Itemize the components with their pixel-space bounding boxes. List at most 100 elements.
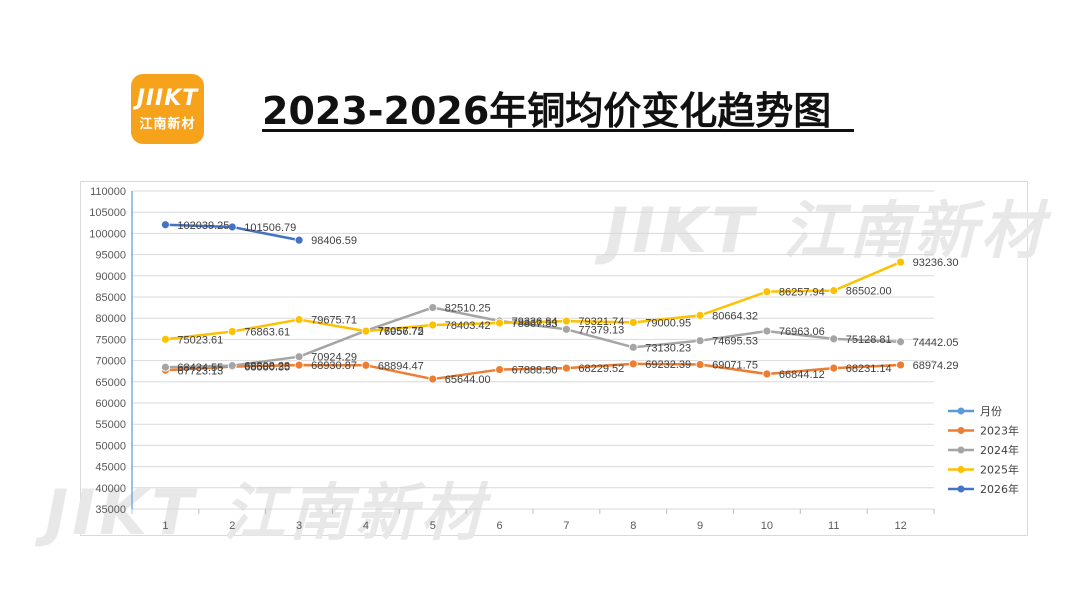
data-label: 78867.33 (512, 318, 558, 330)
data-point (762, 369, 772, 379)
data-label: 79675.71 (311, 315, 357, 327)
y-tick-label: 95000 (95, 250, 126, 262)
y-tick-label: 50000 (95, 440, 126, 452)
legend-marker (957, 466, 965, 473)
x-tick-label: 1 (162, 520, 168, 532)
legend-marker (957, 446, 965, 454)
legend-entry: 2026年 (980, 482, 1019, 496)
y-tick-label: 40000 (95, 483, 126, 495)
data-point (361, 326, 371, 336)
data-label: 98406.59 (311, 235, 357, 247)
grid-layer (132, 190, 934, 510)
data-point (829, 334, 839, 344)
data-point (227, 361, 237, 371)
data-label: 82510.25 (445, 303, 491, 315)
data-label: 67888.50 (512, 365, 558, 377)
data-label: 93236.30 (913, 257, 959, 269)
data-label: 68434.55 (177, 362, 223, 374)
data-point (227, 327, 237, 336)
data-label: 77379.13 (578, 324, 624, 336)
data-point (628, 318, 638, 327)
axis-layer: 35000 40000 45000 50000 55000 60000 65000 70000… (89, 186, 935, 532)
data-label: 79000.95 (645, 317, 691, 329)
data-label: 66844.12 (779, 369, 825, 381)
logo-mark: JIIKT (136, 86, 199, 111)
data-label: 68974.29 (913, 360, 959, 372)
y-tick-label: 75000 (95, 334, 126, 346)
data-point (896, 257, 905, 267)
data-label: 70924.29 (311, 352, 357, 364)
data-label: 80664.32 (712, 310, 758, 322)
data-point (762, 287, 772, 297)
data-point (428, 303, 438, 312)
data-label: 74442.05 (913, 337, 959, 349)
legend-marker (957, 407, 965, 415)
data-label: 77057.75 (378, 326, 424, 338)
x-tick-label: 8 (630, 520, 636, 532)
brand-logo: JIIKT 江南新材 (131, 74, 204, 144)
data-point (161, 220, 170, 230)
series-line (165, 362, 901, 381)
x-tick-label: 2 (229, 520, 235, 532)
data-label: 69232.39 (645, 359, 691, 371)
x-tick-label: 7 (563, 520, 569, 532)
y-tick-label: 110000 (90, 186, 126, 198)
data-point (294, 235, 304, 245)
y-tick-label: 105000 (89, 207, 126, 219)
data-point (829, 363, 839, 373)
x-tick-label: 4 (363, 520, 369, 532)
y-tick-label: 55000 (95, 419, 126, 431)
data-point (695, 360, 705, 369)
data-label: 74695.53 (712, 336, 758, 348)
data-label: 65644.00 (445, 374, 491, 386)
logo-text: 江南新材 (139, 117, 196, 132)
data-point (428, 320, 438, 330)
data-label: 68229.52 (578, 363, 624, 375)
x-tick-label: 6 (497, 520, 503, 532)
data-label: 79336.84 (512, 316, 558, 328)
data-point (495, 365, 504, 374)
y-tick-label: 85000 (95, 292, 126, 304)
y-tick-label: 45000 (95, 462, 126, 474)
y-tick-label: 90000 (95, 271, 126, 283)
data-label: 86257.94 (779, 287, 825, 299)
y-tick-label: 35000 (95, 504, 126, 516)
title-underline (262, 129, 854, 132)
data-label: 78403.42 (445, 320, 491, 332)
data-point (628, 359, 638, 369)
legend-entry: 2024年 (980, 443, 1019, 457)
data-label: 102039.25 (177, 220, 229, 232)
data-label: 68580.35 (244, 362, 290, 374)
data-point (227, 222, 237, 232)
legend-entry: 2023年 (980, 424, 1019, 438)
series-layer (161, 220, 905, 384)
data-point (695, 336, 705, 346)
data-point (896, 337, 905, 347)
data-label: 79321.74 (578, 316, 624, 328)
data-point (294, 352, 304, 362)
data-label: 68894.47 (378, 360, 424, 372)
data-point (361, 360, 371, 370)
y-tick-label: 100000 (89, 228, 126, 240)
data-label: 75128.81 (846, 334, 892, 346)
data-label: 75023.61 (177, 334, 223, 346)
x-tick-label: 11 (828, 520, 839, 532)
y-tick-label: 65000 (95, 377, 126, 389)
data-label: 68930.87 (311, 360, 357, 372)
data-label: 73130.23 (645, 342, 691, 354)
data-label: 67723.13 (177, 365, 223, 377)
data-label-layer: 67723.13 68580.35 68930.87 68894.47 65644.00… (177, 220, 958, 386)
data-label: 76963.06 (779, 326, 825, 338)
data-point (161, 362, 170, 372)
x-tick-label: 12 (894, 520, 906, 532)
data-label: 69071.75 (712, 360, 758, 372)
data-point (829, 286, 839, 296)
data-point (562, 363, 571, 373)
y-tick-label: 80000 (95, 313, 126, 325)
y-tick-label: 60000 (95, 398, 126, 410)
x-tick-label: 10 (761, 520, 773, 532)
data-point (896, 360, 905, 370)
series-line (165, 260, 902, 341)
data-point (294, 315, 304, 324)
x-tick-label: 3 (296, 520, 302, 532)
